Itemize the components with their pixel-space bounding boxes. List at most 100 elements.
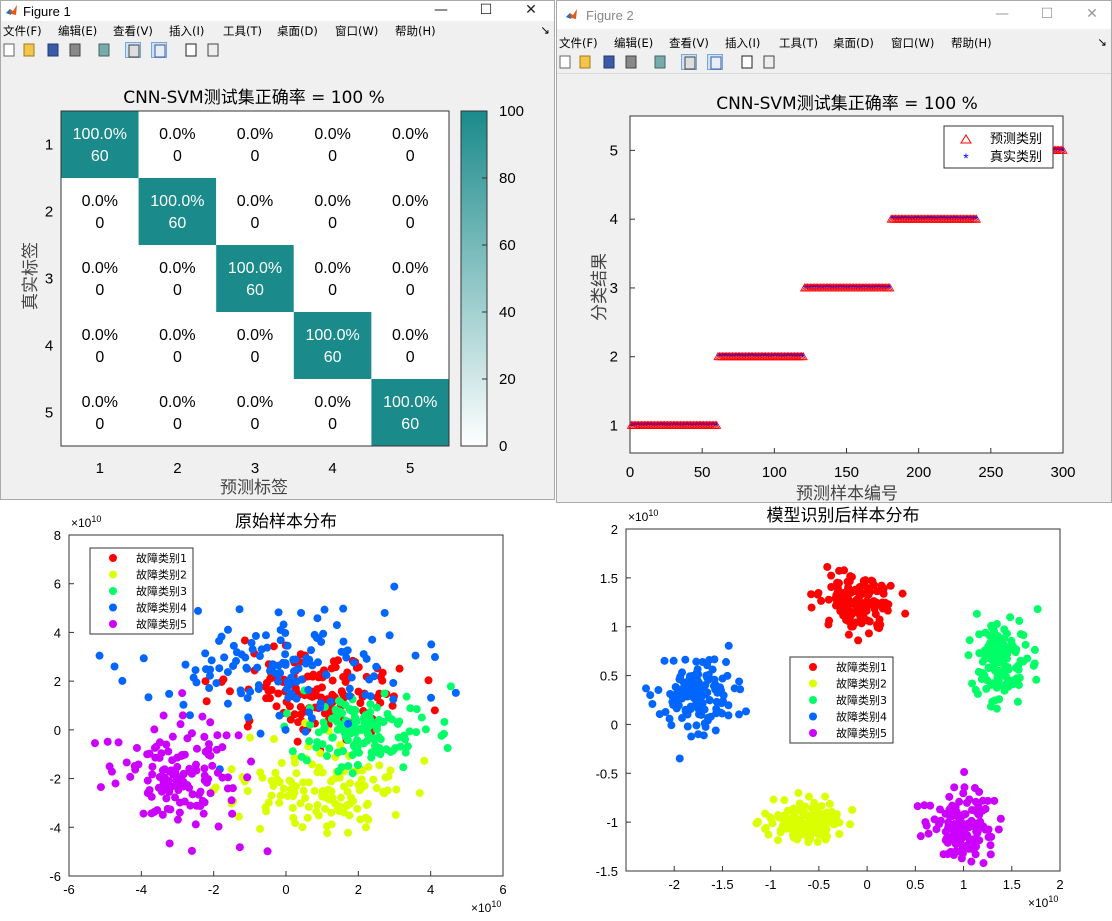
scatter-point	[247, 638, 256, 647]
cell-count-label: 0	[173, 416, 182, 433]
print-icon[interactable]	[67, 42, 83, 58]
save-icon[interactable]	[45, 42, 61, 58]
minimize-icon[interactable]: —	[995, 6, 1009, 22]
figure1-titlebar[interactable]: Figure 1 — ☐ ✕	[1, 1, 554, 21]
dock-figure-icon[interactable]	[125, 42, 141, 58]
browser-icon[interactable]	[761, 54, 777, 70]
x-tick-label: 250	[978, 464, 1003, 481]
menu-item[interactable]: 编辑(E)	[58, 24, 98, 38]
scatter-point	[232, 648, 241, 657]
scatter-point	[789, 804, 798, 813]
new-file-icon[interactable]	[1, 42, 17, 58]
property-editor-icon[interactable]	[707, 54, 723, 70]
menu-item[interactable]: 桌面(D)	[277, 24, 318, 38]
property-editor-icon[interactable]	[151, 42, 167, 58]
scatter-point	[192, 801, 201, 810]
cell-count-label: 0	[95, 215, 104, 232]
pointer-icon[interactable]	[183, 42, 199, 58]
y-tick-label: -4	[49, 820, 61, 835]
scatter-point	[240, 636, 249, 645]
matrix-cell	[61, 111, 139, 178]
minimize-icon[interactable]: —	[434, 2, 448, 18]
scatter-point	[984, 833, 993, 842]
maximize-icon[interactable]: ☐	[1040, 6, 1054, 22]
menu-item[interactable]: 文件(F)	[559, 36, 598, 50]
browser-icon[interactable]	[205, 42, 221, 58]
cell-percent-label: 100.0%	[73, 126, 127, 143]
pointer-icon[interactable]	[739, 54, 755, 70]
scatter-point	[223, 699, 232, 708]
maximize-icon[interactable]: ☐	[479, 2, 493, 18]
cell-percent-label: 0.0%	[82, 193, 118, 210]
menu-item[interactable]: 文件(F)	[3, 24, 42, 38]
cell-percent-label: 100.0%	[383, 394, 437, 411]
scatter-point	[665, 714, 674, 723]
scatter-point	[200, 798, 209, 807]
scatter-point	[369, 734, 378, 743]
scatter-point	[975, 630, 984, 639]
menu-item[interactable]: 编辑(E)	[614, 36, 654, 50]
cell-count-label: 0	[251, 349, 260, 366]
scatter-point	[293, 737, 302, 746]
scatter-point	[178, 711, 187, 720]
scatter-point	[336, 793, 345, 802]
menu-item[interactable]: 工具(T)	[223, 24, 262, 38]
scatter-point	[353, 760, 362, 769]
scatter-point	[1033, 605, 1042, 614]
menu-item[interactable]: 查看(V)	[669, 36, 709, 50]
link-plot-icon[interactable]	[652, 54, 668, 70]
menu-item[interactable]: 帮助(H)	[951, 36, 992, 50]
scatter-point	[297, 608, 306, 617]
scatter-point	[823, 562, 832, 571]
dock-arrow-icon[interactable]: ↘	[1097, 35, 1107, 49]
menu-item[interactable]: 帮助(H)	[395, 24, 436, 38]
cell-percent-label: 0.0%	[159, 260, 195, 277]
cell-percent-label: 0.0%	[392, 126, 428, 143]
scatter-point	[427, 693, 436, 702]
scatter-point	[830, 820, 839, 829]
scatter-point	[849, 608, 858, 617]
cell-count-label: 0	[95, 416, 104, 433]
scatter-point	[114, 738, 123, 747]
new-file-icon[interactable]	[557, 54, 573, 70]
close-icon[interactable]: ✕	[525, 2, 537, 18]
scatter-point	[256, 729, 265, 738]
scatter-point	[152, 742, 161, 751]
link-plot-icon[interactable]	[96, 42, 112, 58]
dock-arrow-icon[interactable]: ↘	[540, 23, 550, 37]
menu-item[interactable]: 查看(V)	[113, 24, 153, 38]
scatter-point	[145, 749, 154, 758]
save-icon[interactable]	[601, 54, 617, 70]
scatter-point	[695, 702, 704, 711]
menu-item[interactable]: 窗口(W)	[891, 36, 935, 50]
scatter-point	[333, 804, 342, 813]
scatter-point	[1016, 630, 1025, 639]
close-icon[interactable]: ✕	[1086, 6, 1098, 22]
menu-item[interactable]: 工具(T)	[779, 36, 818, 50]
scatter-point	[289, 655, 298, 664]
scatter-point	[817, 596, 826, 605]
x-tick-label: 4	[328, 460, 336, 477]
true-marker: *	[800, 353, 804, 364]
scatter-point	[701, 680, 710, 689]
open-folder-icon[interactable]	[577, 54, 593, 70]
figure2-titlebar[interactable]: Figure 2 — ☐ ✕	[557, 1, 1111, 29]
menu-item[interactable]: 窗口(W)	[335, 24, 379, 38]
scatter-point	[316, 670, 325, 679]
matrix-cell	[138, 312, 217, 379]
scatter-point	[289, 667, 298, 676]
menu-item[interactable]: 桌面(D)	[833, 36, 874, 50]
print-icon[interactable]	[623, 54, 639, 70]
scatter-point	[349, 658, 358, 667]
scatter-point	[378, 676, 387, 685]
scatter-point	[965, 823, 974, 832]
scatter-point	[333, 748, 342, 757]
scatter-point	[348, 769, 357, 778]
menu-item[interactable]: 插入(I)	[725, 36, 761, 50]
scatter-point	[304, 685, 313, 694]
open-folder-icon[interactable]	[21, 42, 37, 58]
menu-item[interactable]: 插入(I)	[169, 24, 205, 38]
matrix-cell	[371, 245, 449, 312]
scatter-point	[668, 693, 677, 702]
dock-figure-icon[interactable]	[681, 54, 697, 70]
